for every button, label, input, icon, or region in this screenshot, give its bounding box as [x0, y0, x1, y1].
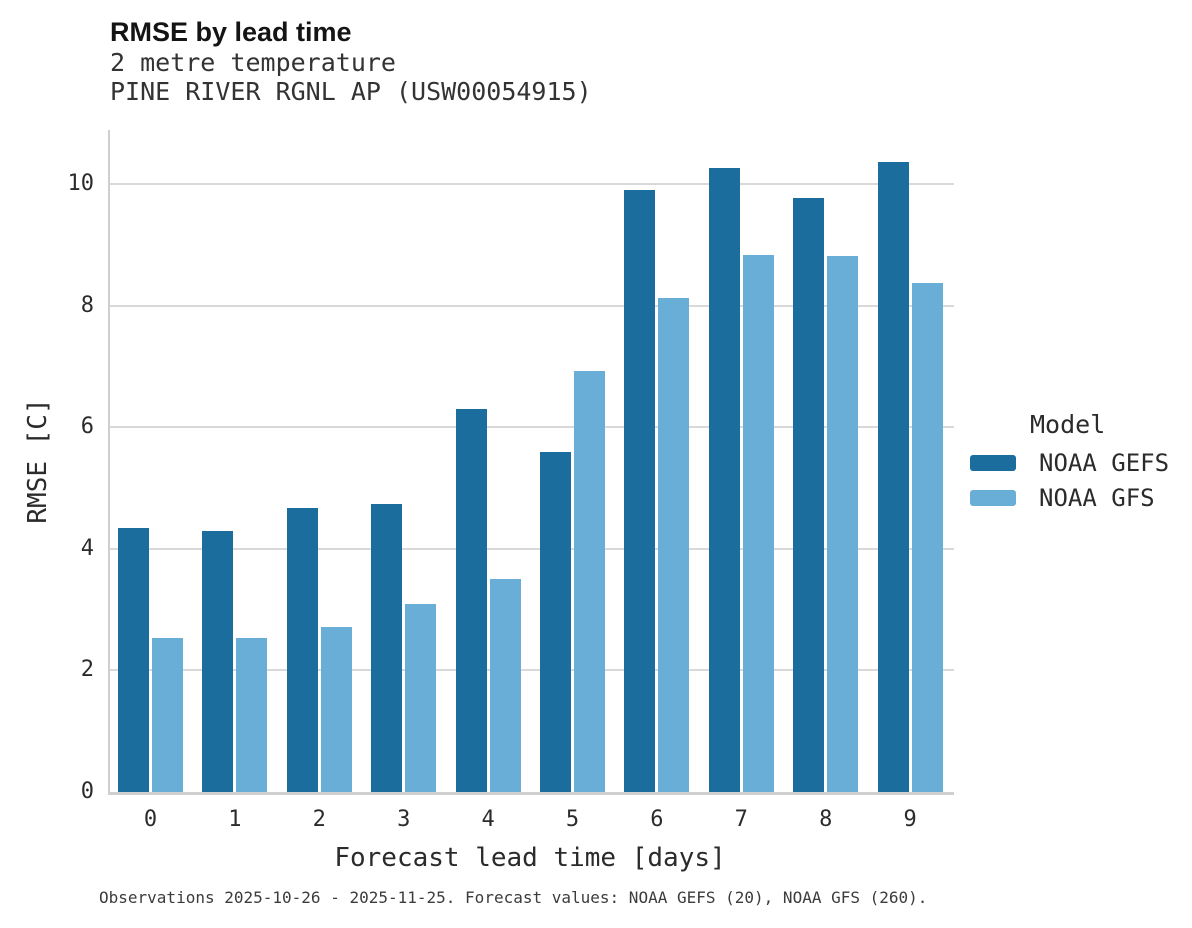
- legend-swatch-icon: [970, 455, 1016, 471]
- bar-group-lead-2: [286, 508, 352, 792]
- bar-noaa-gefs-lead-6: [624, 190, 656, 792]
- bar-group-lead-4: [455, 408, 521, 792]
- bar-noaa-gefs-lead-9: [877, 162, 909, 792]
- bar-noaa-gefs-lead-8: [793, 197, 825, 792]
- title-block: RMSE by lead time 2 metre temperature PI…: [110, 16, 592, 106]
- x-axis-title: Forecast lead time [days]: [334, 843, 726, 873]
- y-tick-label-8: 8: [80, 292, 94, 318]
- x-tick-label-7: 7: [734, 807, 748, 832]
- gridline-y-2: [110, 669, 954, 672]
- chart-subtitle-station: PINE RIVER RGNL AP (USW00054915): [110, 77, 592, 106]
- bar-noaa-gefs-lead-0: [118, 527, 149, 792]
- bar-noaa-gfs-lead-7: [742, 254, 774, 792]
- bar-group-lead-6: [624, 190, 690, 792]
- y-tick-label-0: 0: [80, 779, 94, 804]
- bar-group-lead-1: [202, 530, 268, 792]
- bar-noaa-gfs-lead-1: [236, 638, 268, 792]
- bar-group-lead-9: [877, 162, 943, 792]
- x-tick-label-8: 8: [819, 807, 833, 832]
- legend-entry-noaa-gfs: NOAA GFS: [970, 484, 1169, 512]
- footer-caption: Observations 2025-10-26 - 2025-11-25. Fo…: [99, 888, 928, 907]
- gridline-y-6: [110, 426, 954, 429]
- bar-noaa-gfs-lead-8: [827, 255, 859, 792]
- x-tick-label-6: 6: [650, 807, 664, 832]
- legend-label: NOAA GFS: [1039, 484, 1155, 512]
- bar-group-lead-0: [118, 527, 183, 792]
- gridline-y-4: [110, 547, 954, 550]
- gridline-y-10: [110, 183, 954, 185]
- bar-noaa-gefs-lead-2: [286, 508, 318, 792]
- legend-label: NOAA GEFS: [1039, 449, 1170, 477]
- bar-noaa-gefs-lead-1: [202, 530, 234, 792]
- y-tick-label-2: 2: [80, 657, 94, 683]
- bar-noaa-gfs-lead-4: [489, 578, 521, 792]
- x-tick-label-2: 2: [312, 807, 326, 832]
- x-tick-label-1: 1: [228, 807, 242, 832]
- chart-subtitle-variable: 2 metre temperature: [110, 48, 396, 77]
- y-tick-label-10: 10: [67, 171, 95, 196]
- x-tick-label-4: 4: [481, 807, 495, 832]
- legend-entry-noaa-gefs: NOAA GEFS: [970, 449, 1169, 477]
- bar-noaa-gfs-lead-3: [405, 603, 437, 792]
- bar-noaa-gefs-lead-7: [708, 167, 740, 792]
- chart-title: RMSE by lead time: [110, 17, 352, 47]
- legend-title: Model: [1030, 410, 1106, 439]
- plot-area: 0 2 4 6 8 10 0 1 2 3 4 5 6 7 8 9: [68, 130, 954, 832]
- bar-noaa-gfs-lead-5: [574, 371, 605, 792]
- bar-group-lead-5: [540, 371, 605, 792]
- bar-group-lead-3: [371, 503, 437, 792]
- x-tick-label-3: 3: [397, 807, 411, 832]
- y-tick-label-6: 6: [80, 414, 94, 440]
- y-tick-label-4: 4: [80, 535, 94, 561]
- bar-group-lead-8: [793, 197, 859, 792]
- bar-noaa-gefs-lead-4: [455, 408, 487, 792]
- gridline-y-8: [110, 304, 954, 307]
- bar-noaa-gfs-lead-6: [658, 298, 690, 792]
- bar-noaa-gfs-lead-9: [911, 282, 943, 792]
- bar-noaa-gefs-lead-3: [371, 503, 403, 792]
- bar-noaa-gfs-lead-2: [320, 627, 352, 792]
- bar-noaa-gefs-lead-5: [540, 451, 571, 792]
- x-tick-label-0: 0: [143, 807, 158, 832]
- x-tick-label-9: 9: [903, 807, 917, 832]
- x-tick-label-5: 5: [565, 807, 580, 832]
- bar-noaa-gfs-lead-0: [152, 638, 183, 792]
- legend: Model NOAA GEFS NOAA GFS: [970, 410, 1169, 519]
- legend-swatch-icon: [970, 490, 1016, 506]
- bar-group-lead-7: [708, 167, 774, 792]
